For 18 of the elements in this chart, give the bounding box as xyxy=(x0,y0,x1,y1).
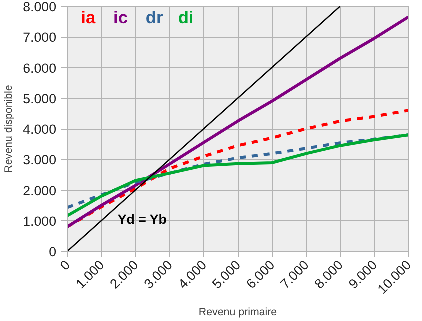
y-tick-label: 2.000 xyxy=(23,183,57,198)
annotation: Yd = Yb xyxy=(118,212,167,228)
y-tick-label: 8.000 xyxy=(23,0,57,14)
y-tick-label: 0 xyxy=(49,244,57,260)
line-series xyxy=(68,109,408,228)
y-tick-label: 1.000 xyxy=(23,214,57,229)
y-tick-label: 7.000 xyxy=(23,30,57,46)
text: ic xyxy=(114,8,128,28)
text: dr xyxy=(146,8,164,28)
y-tick-label: 3.000 xyxy=(23,152,57,168)
y-axis-title: Revenu disponible xyxy=(3,85,16,173)
y-tick-label: 5.000 xyxy=(23,91,57,106)
x-tick-label: 0 xyxy=(57,258,74,274)
y-tick-label: 4.000 xyxy=(23,122,57,137)
text: ia xyxy=(81,8,96,28)
text: di xyxy=(178,8,194,28)
y-tick-label: 6.000 xyxy=(23,60,57,76)
x-axis-title: Revenu primaire xyxy=(198,306,278,318)
